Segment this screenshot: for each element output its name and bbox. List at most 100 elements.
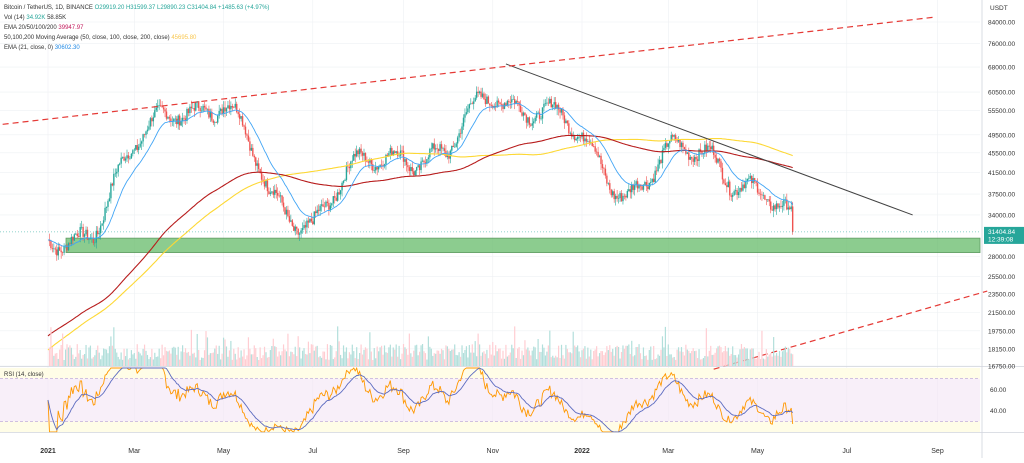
- candle-body: [546, 102, 548, 104]
- candle-body: [566, 120, 569, 124]
- volume-bar: [451, 349, 453, 366]
- candle-body: [266, 180, 269, 192]
- candle-body: [658, 159, 661, 165]
- volume-bar: [446, 346, 449, 366]
- candle-body: [666, 143, 668, 147]
- volume-bar: [50, 327, 52, 366]
- candle-body: [372, 164, 374, 171]
- candle-body: [644, 182, 646, 186]
- candle-body: [221, 108, 223, 115]
- price-axis-label: 16750.00: [988, 364, 1015, 371]
- volume-bar: [53, 355, 55, 366]
- candle-body: [528, 117, 531, 125]
- candle-body: [85, 229, 87, 235]
- volume-bar: [244, 359, 247, 366]
- volume-bar: [506, 356, 508, 366]
- candle-body: [164, 109, 166, 112]
- volume-bar: [320, 357, 323, 366]
- candle-body: [331, 203, 333, 206]
- candle-body: [246, 134, 248, 136]
- candle-body: [66, 245, 68, 251]
- candle-body: [525, 115, 528, 123]
- candle-body: [692, 158, 694, 162]
- candle-body: [724, 183, 727, 186]
- volume-bar: [350, 354, 352, 366]
- volume-bar: [459, 356, 462, 366]
- candle-body: [771, 209, 773, 211]
- candle-body: [527, 117, 529, 123]
- volume-bar: [183, 352, 185, 366]
- candle-body: [123, 156, 125, 161]
- candle-body: [505, 103, 507, 106]
- candle-body: [576, 136, 579, 139]
- candle-body: [394, 151, 396, 153]
- volume-bar: [142, 348, 144, 366]
- candle-body: [483, 93, 485, 100]
- candle-body: [628, 189, 630, 191]
- candle-body: [138, 146, 140, 150]
- x-axis-label: Jul: [842, 448, 851, 455]
- volume-bar: [511, 344, 513, 366]
- ema-legend: EMA 20/50/100/200 39947.97: [4, 23, 269, 33]
- volume-bar: [187, 351, 190, 366]
- volume-bar: [48, 347, 51, 366]
- volume-bar: [86, 358, 89, 366]
- candle-body: [183, 117, 185, 119]
- candle-body: [677, 139, 680, 142]
- candle-body: [355, 150, 358, 157]
- candle-body: [319, 205, 321, 211]
- candle-body: [758, 192, 760, 194]
- volume-bar: [116, 352, 118, 366]
- volume-bar: [59, 349, 61, 366]
- volume-bar: [736, 357, 738, 366]
- volume-bar: [503, 358, 506, 366]
- volume-bar: [271, 346, 273, 366]
- volume-bar: [473, 352, 475, 366]
- candle-body: [420, 161, 422, 171]
- candle-body: [237, 112, 239, 115]
- volume-bar: [369, 332, 371, 366]
- candle-body: [265, 180, 267, 187]
- volume-bar: [756, 357, 759, 366]
- volume-bar: [347, 358, 349, 366]
- candle-body: [60, 250, 62, 253]
- candle-body: [765, 199, 768, 201]
- volume-bar: [762, 358, 765, 366]
- volume-bar: [247, 337, 250, 366]
- candle-body: [541, 107, 544, 119]
- candle-body: [639, 184, 642, 187]
- candle-body: [208, 108, 210, 118]
- volume-bar: [661, 336, 664, 366]
- candle-body: [650, 181, 652, 183]
- candle-body: [672, 135, 674, 137]
- volume-bar: [241, 356, 244, 366]
- candle-body: [219, 108, 222, 111]
- candle-body: [667, 143, 670, 147]
- x-axis-label: Sep: [931, 448, 944, 455]
- candle-body: [54, 248, 57, 250]
- candle-body: [477, 91, 479, 94]
- candle-body: [506, 100, 509, 106]
- candle-body: [335, 197, 337, 201]
- volume-bar: [145, 350, 147, 366]
- candle-body: [301, 228, 304, 231]
- volume-bar: [97, 345, 99, 366]
- candle-body: [685, 149, 687, 154]
- candle-body: [594, 146, 596, 152]
- volume-bar: [410, 353, 412, 366]
- volume-bar: [417, 355, 419, 366]
- candle-body: [199, 108, 201, 112]
- candle-body: [313, 211, 315, 225]
- volume-bar: [348, 352, 350, 366]
- volume-bar: [208, 354, 210, 366]
- volume-bar: [375, 358, 377, 366]
- candle-body: [597, 151, 599, 157]
- candle-body: [707, 145, 709, 152]
- volume-bar: [102, 348, 105, 366]
- volume-bar: [250, 354, 252, 366]
- candle-body: [214, 122, 216, 123]
- volume-bar: [225, 346, 228, 366]
- volume-bar: [252, 354, 254, 366]
